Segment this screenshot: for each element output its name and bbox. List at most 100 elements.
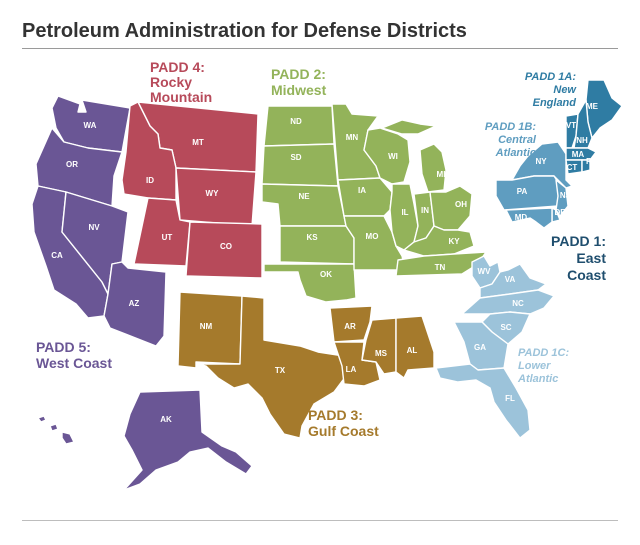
label-padd1b-name: PADD 1B: [485, 121, 536, 133]
label-nd: ND [290, 117, 302, 126]
label-wv: WV [478, 267, 492, 276]
state-wi [363, 127, 411, 185]
label-ky: KY [448, 237, 460, 246]
state-ar [329, 305, 373, 343]
label-sd: SD [290, 153, 301, 162]
state-hi [37, 415, 75, 445]
state-labels: WA OR CA NV AZ AK HI MT ID WY UT CO ND S… [51, 102, 598, 442]
label-oh: OH [455, 200, 467, 209]
label-padd4-name: PADD 4: [150, 59, 205, 75]
label-ut: UT [162, 233, 173, 242]
label-padd1a-line2: New [553, 84, 577, 96]
label-nm: NM [200, 322, 213, 331]
label-mn: MN [346, 133, 359, 142]
label-ca: CA [51, 251, 63, 260]
label-padd3-name: PADD 3: [308, 407, 363, 423]
state-mi [381, 119, 447, 193]
label-in: IN [421, 206, 429, 215]
state-wa [51, 95, 131, 153]
state-co [185, 221, 263, 279]
label-tn: TN [435, 263, 446, 272]
label-ar: AR [344, 322, 356, 331]
bottom-divider [22, 520, 618, 521]
state-ri [581, 159, 591, 173]
label-fl: FL [505, 394, 515, 403]
label-va: VA [505, 275, 516, 284]
label-padd2-line2: Midwest [271, 82, 327, 98]
label-vt: VT [566, 121, 576, 130]
label-mt: MT [192, 138, 204, 147]
state-nc [461, 289, 555, 315]
label-padd4-line2: Rocky [150, 74, 192, 90]
label-padd1c-line2: Lower [518, 360, 551, 372]
state-sd [261, 143, 339, 187]
label-co: CO [220, 242, 232, 251]
padd5-states [31, 95, 253, 491]
state-vt [565, 113, 579, 149]
label-al: AL [407, 346, 418, 355]
label-ia: IA [358, 186, 366, 195]
label-ma: MA [572, 150, 585, 159]
label-wi: WI [388, 152, 398, 161]
label-nh: NH [576, 136, 588, 145]
state-ne [261, 183, 347, 227]
label-de: DE [554, 208, 566, 217]
label-id: ID [146, 176, 154, 185]
label-padd1c-line3: Atlantic [517, 373, 558, 385]
label-hi: HI [54, 433, 62, 442]
label-tx: TX [275, 366, 286, 375]
label-mo: MO [366, 232, 379, 241]
state-ak [123, 389, 253, 491]
state-pa [495, 175, 563, 211]
state-ia [337, 177, 393, 217]
state-al [395, 315, 435, 379]
state-az [103, 261, 167, 347]
label-md: MD [515, 213, 528, 222]
label-sc: SC [500, 323, 511, 332]
label-ks: KS [306, 233, 318, 242]
label-ak: AK [160, 415, 172, 424]
state-tx [197, 295, 347, 439]
label-ct: CT [567, 163, 578, 172]
label-padd1c-name: PADD 1C: [518, 347, 569, 359]
padd2-states [261, 103, 487, 303]
label-padd5-line2: West Coast [36, 355, 112, 371]
state-nh [573, 99, 593, 149]
label-padd1b-line2: Central [498, 134, 537, 146]
title-divider [22, 48, 618, 49]
label-padd1-name: PADD 1: [551, 233, 606, 249]
label-padd1b-line3: Atlantic [495, 147, 536, 159]
label-padd4-line3: Mountain [150, 89, 212, 105]
label-padd2-name: PADD 2: [271, 66, 326, 82]
padd1c-states [435, 255, 555, 439]
label-la: LA [346, 365, 357, 374]
label-padd1a-line3: England [533, 97, 577, 109]
label-ms: MS [375, 349, 388, 358]
padd4-states [121, 101, 263, 279]
label-me: ME [586, 102, 599, 111]
state-la [333, 341, 381, 387]
label-ri: RI [586, 157, 594, 166]
state-fl [435, 363, 531, 439]
state-nj [555, 179, 569, 217]
label-ok: OK [320, 270, 332, 279]
label-padd3-line2: Gulf Coast [308, 423, 379, 439]
label-mi: MI [437, 170, 446, 179]
label-il: IL [401, 208, 408, 217]
label-or: OR [66, 160, 78, 169]
padd1b-states [495, 141, 573, 229]
label-padd5-name: PADD 5: [36, 339, 91, 355]
label-nv: NV [88, 223, 100, 232]
label-ga: GA [474, 343, 486, 352]
label-padd1-line3: Coast [567, 267, 606, 283]
state-ma [565, 147, 597, 161]
label-wa: WA [84, 121, 97, 130]
state-ny [511, 141, 573, 189]
label-nj: NJ [560, 191, 570, 200]
label-pa: PA [517, 187, 528, 196]
padd3-states [177, 291, 435, 439]
state-or [35, 127, 123, 207]
label-padd1-line2: East [576, 250, 606, 266]
map-title: Petroleum Administration for Defense Dis… [22, 20, 467, 42]
